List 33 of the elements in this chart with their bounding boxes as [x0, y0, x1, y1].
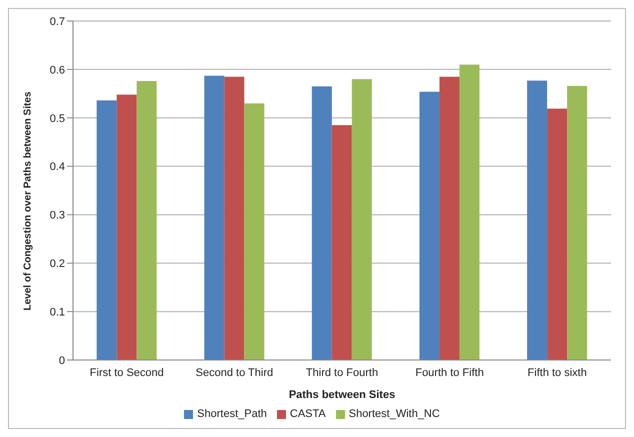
- bar: [567, 86, 588, 360]
- bar: [116, 94, 137, 360]
- bar: [312, 86, 332, 360]
- x-axis-title: Paths between Sites: [288, 389, 396, 401]
- y-tick-label: 0.1: [50, 306, 65, 318]
- y-tick-label: 0.7: [50, 16, 65, 28]
- x-tick-label: Second to Third: [196, 366, 274, 379]
- bar: [244, 103, 264, 360]
- legend-label: Shortest_With_NC: [348, 408, 440, 420]
- y-tick-label: 0: [58, 354, 65, 367]
- bar: [547, 108, 568, 360]
- bar: [136, 81, 157, 360]
- legend-label: CASTA: [290, 408, 326, 420]
- x-tick-label: Fifth to sixth: [528, 366, 587, 379]
- y-tick-label: 0.3: [50, 210, 65, 222]
- bar: [439, 76, 460, 360]
- y-tick-label: 0.6: [50, 64, 65, 76]
- bar: [459, 64, 480, 360]
- y-tick-label: 0.2: [50, 258, 65, 270]
- bar: [224, 76, 244, 360]
- x-tick-label: First to Second: [90, 366, 164, 379]
- y-axis-title: Level of Congestion over Paths between Sites: [22, 91, 34, 310]
- bar: [352, 79, 372, 360]
- bar: [332, 125, 352, 360]
- x-tick-label: Fourth to Fifth: [415, 366, 484, 379]
- bar: [527, 80, 548, 360]
- bar: [96, 100, 117, 360]
- bar: [204, 76, 224, 360]
- y-tick-label: 0.4: [50, 161, 65, 174]
- bar: [419, 92, 440, 360]
- y-tick-label: 0.5: [50, 112, 65, 125]
- legend-label: Shortest_Path: [197, 408, 267, 420]
- x-tick-label: Third to Fourth: [306, 366, 378, 379]
